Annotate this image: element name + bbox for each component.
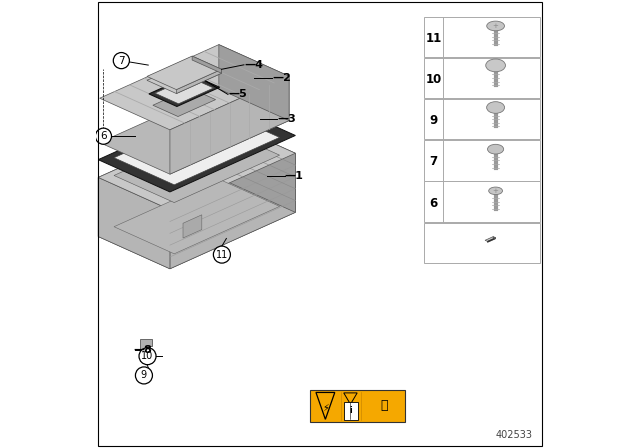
Polygon shape (100, 45, 289, 130)
Text: —3: —3 (277, 114, 296, 125)
Polygon shape (485, 237, 495, 241)
Polygon shape (149, 75, 220, 107)
FancyBboxPatch shape (424, 140, 540, 181)
Polygon shape (488, 238, 495, 242)
Polygon shape (140, 339, 152, 361)
Polygon shape (177, 69, 221, 94)
FancyBboxPatch shape (424, 99, 540, 139)
Ellipse shape (487, 21, 504, 31)
Text: 10: 10 (426, 73, 442, 86)
Text: 10: 10 (141, 351, 154, 361)
Text: —5: —5 (228, 90, 247, 99)
Text: 6: 6 (100, 131, 107, 141)
Circle shape (136, 367, 152, 384)
Polygon shape (219, 45, 289, 121)
FancyBboxPatch shape (424, 181, 540, 222)
Polygon shape (98, 121, 224, 237)
Text: 9: 9 (429, 114, 438, 127)
Polygon shape (114, 110, 280, 185)
Ellipse shape (488, 144, 504, 154)
Text: +: + (493, 23, 499, 29)
Ellipse shape (489, 187, 502, 194)
FancyBboxPatch shape (424, 223, 540, 263)
FancyBboxPatch shape (310, 390, 405, 422)
Text: i: i (349, 406, 352, 415)
Text: —2: —2 (272, 73, 291, 83)
Text: 7: 7 (429, 155, 438, 168)
Text: 11: 11 (426, 32, 442, 45)
Circle shape (139, 348, 156, 365)
FancyBboxPatch shape (424, 58, 540, 98)
Polygon shape (100, 89, 289, 174)
Polygon shape (153, 88, 216, 116)
Polygon shape (155, 78, 214, 104)
Ellipse shape (486, 102, 504, 113)
Circle shape (213, 246, 230, 263)
Circle shape (113, 52, 129, 69)
Text: —1: —1 (285, 171, 303, 181)
Circle shape (95, 128, 111, 144)
Ellipse shape (486, 59, 506, 72)
Text: 11: 11 (216, 250, 228, 259)
Text: —4: —4 (244, 60, 263, 70)
Polygon shape (183, 215, 202, 238)
Polygon shape (147, 60, 221, 94)
Polygon shape (170, 76, 289, 174)
Polygon shape (114, 128, 280, 202)
Text: 🖐: 🖐 (380, 399, 388, 413)
Polygon shape (192, 56, 221, 73)
Text: 9: 9 (141, 370, 147, 380)
Text: 6: 6 (429, 197, 438, 210)
Polygon shape (344, 393, 357, 404)
Polygon shape (114, 179, 280, 254)
Polygon shape (98, 180, 296, 269)
Polygon shape (98, 103, 296, 192)
Polygon shape (316, 392, 335, 419)
Text: —8: —8 (133, 345, 152, 355)
FancyBboxPatch shape (344, 402, 358, 420)
Polygon shape (493, 237, 495, 239)
Text: 7: 7 (118, 56, 125, 65)
Polygon shape (98, 177, 170, 269)
Text: 402533: 402533 (496, 430, 532, 440)
Polygon shape (170, 153, 296, 269)
Polygon shape (147, 56, 221, 90)
FancyBboxPatch shape (424, 17, 540, 57)
Polygon shape (224, 121, 296, 212)
Text: ⚡: ⚡ (322, 402, 329, 413)
Text: +: + (493, 188, 499, 194)
Polygon shape (98, 121, 296, 210)
